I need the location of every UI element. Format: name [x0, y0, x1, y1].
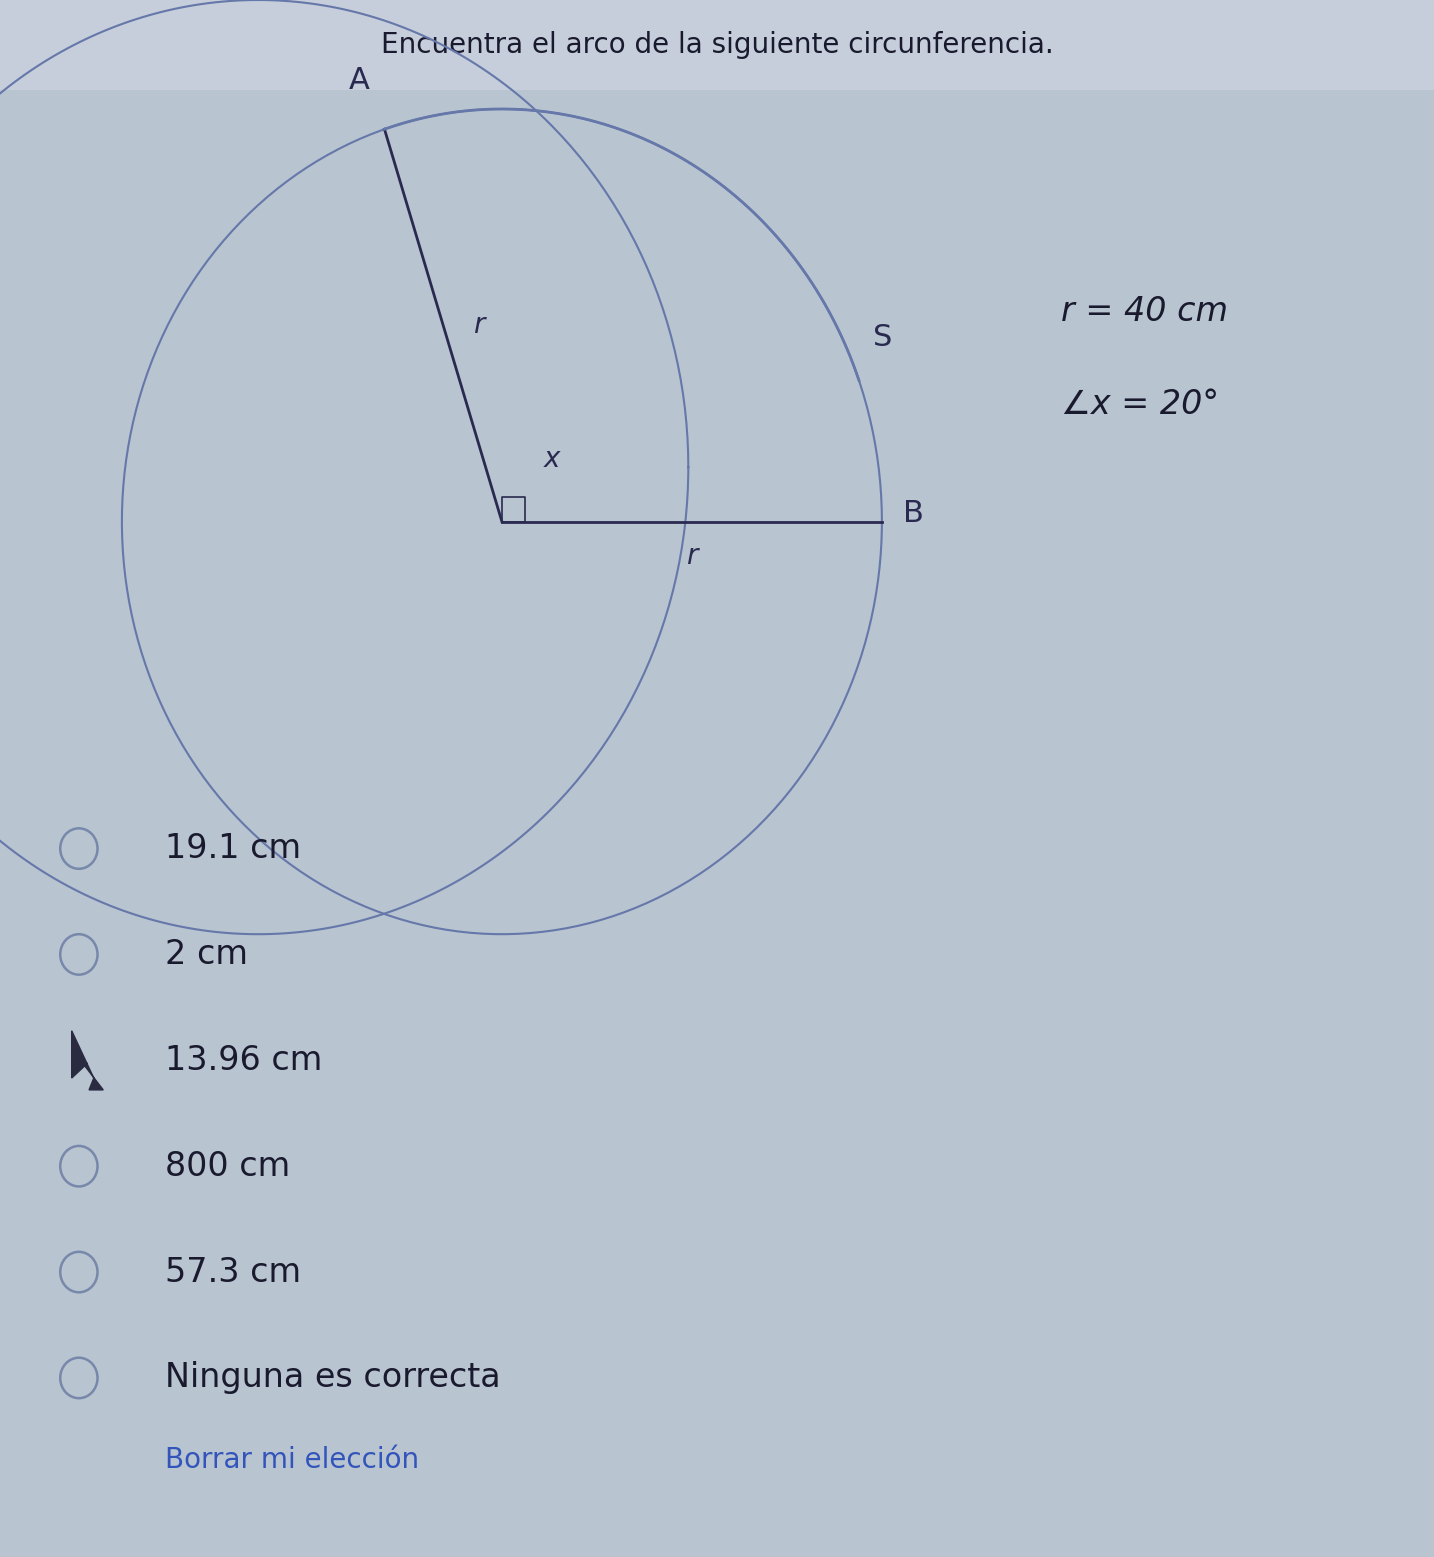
Text: A: A — [350, 65, 370, 95]
Text: B: B — [903, 500, 925, 528]
Text: r: r — [687, 542, 697, 570]
Text: Ninguna es correcta: Ninguna es correcta — [165, 1361, 500, 1395]
Text: Encuentra el arco de la siguiente circunferencia.: Encuentra el arco de la siguiente circun… — [380, 31, 1054, 59]
Bar — [0, 0, 1434, 90]
Text: S: S — [873, 324, 893, 352]
Text: 2 cm: 2 cm — [165, 937, 248, 972]
Text: r: r — [473, 311, 485, 339]
Text: r = 40 cm: r = 40 cm — [1061, 294, 1228, 329]
Text: 57.3 cm: 57.3 cm — [165, 1255, 301, 1289]
Text: 800 cm: 800 cm — [165, 1149, 290, 1183]
Text: x: x — [543, 445, 561, 473]
Text: 13.96 cm: 13.96 cm — [165, 1043, 323, 1077]
Text: ∠x = 20°: ∠x = 20° — [1061, 388, 1219, 422]
Text: Borrar mi elección: Borrar mi elección — [165, 1446, 419, 1474]
Text: 19.1 cm: 19.1 cm — [165, 831, 301, 866]
Polygon shape — [72, 1031, 103, 1090]
